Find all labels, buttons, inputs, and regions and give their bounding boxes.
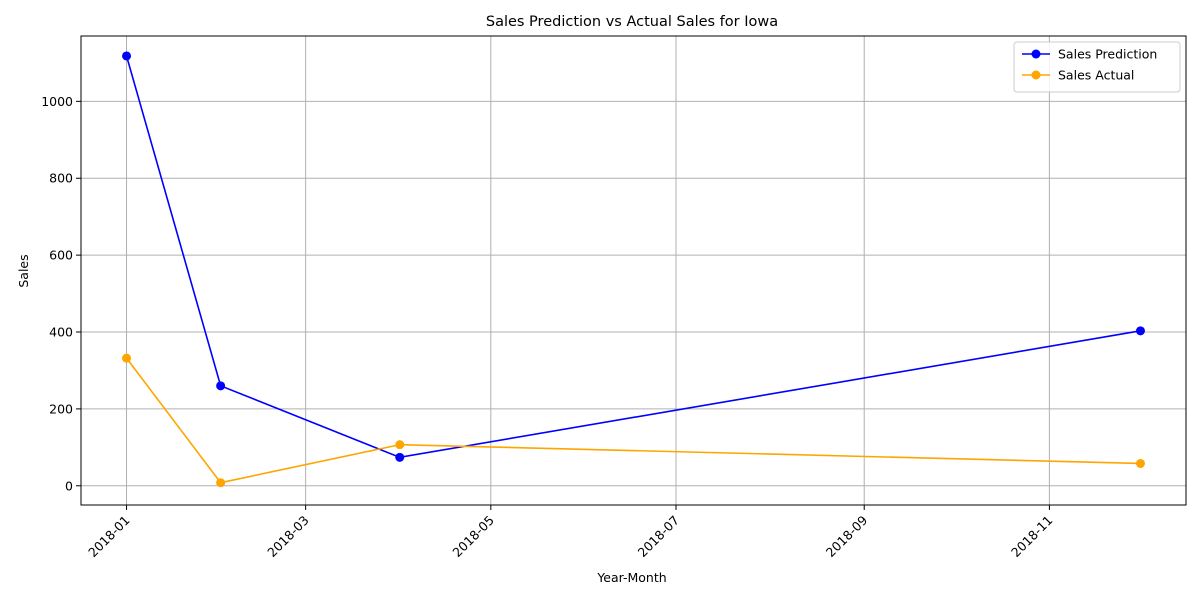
y-tick-label: 0 <box>65 478 73 493</box>
series-line <box>125 357 1141 484</box>
series-group <box>122 51 1145 488</box>
y-tick-label: 600 <box>49 248 73 263</box>
x-axis-label: Year-Month <box>596 570 666 585</box>
legend-marker <box>1031 49 1041 59</box>
series-sales-actual <box>122 353 1145 488</box>
data-point <box>1135 326 1145 336</box>
legend-marker <box>1031 70 1041 80</box>
legend-box <box>1013 41 1181 93</box>
data-point <box>216 478 226 488</box>
data-point <box>216 381 226 391</box>
series-line <box>125 55 1141 459</box>
legend-label: Sales Prediction <box>1058 47 1157 62</box>
data-point <box>1135 458 1145 468</box>
plot-frame <box>80 35 1187 506</box>
grid <box>81 36 1186 505</box>
data-point <box>395 440 405 450</box>
chart-title: Sales Prediction vs Actual Sales for Iow… <box>486 14 778 30</box>
data-point <box>395 452 405 462</box>
legend-label: Sales Actual <box>1058 68 1134 83</box>
y-tick-label: 1000 <box>41 94 73 109</box>
series-sales-prediction <box>122 51 1145 462</box>
y-axis-label: Sales <box>16 254 31 287</box>
y-tick-label: 800 <box>49 171 73 186</box>
data-point <box>122 353 132 363</box>
y-tick-label: 400 <box>49 325 73 340</box>
y-tick-label: 200 <box>49 401 73 416</box>
legend: Sales Prediction Sales Actual <box>1013 41 1181 93</box>
data-point <box>122 51 132 61</box>
